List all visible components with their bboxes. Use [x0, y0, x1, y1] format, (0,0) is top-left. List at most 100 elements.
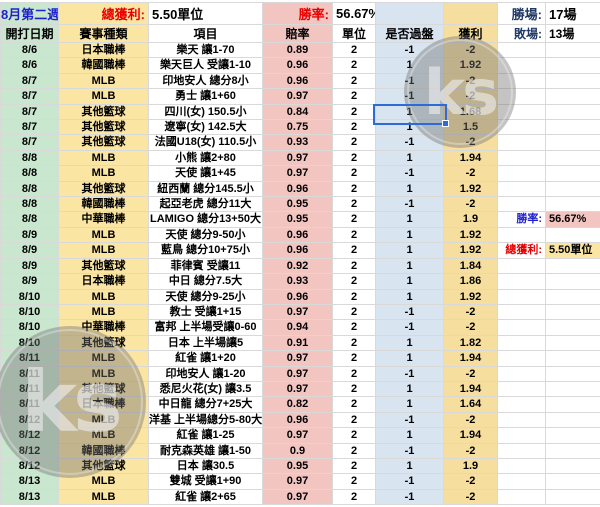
cell-date[interactable]: 8/7 — [0, 119, 59, 136]
cell-cover[interactable]: -1 — [375, 134, 444, 151]
empty-cell[interactable] — [497, 180, 546, 198]
empty-cell[interactable] — [497, 396, 546, 413]
cell-odds[interactable]: 0.97 — [262, 149, 333, 167]
cell-date[interactable]: 8/9 — [0, 226, 59, 244]
cell-units[interactable]: 2 — [332, 473, 376, 490]
cell-date[interactable]: 8/10 — [0, 334, 59, 352]
empty-cell[interactable] — [545, 411, 600, 429]
empty-cell[interactable] — [545, 149, 600, 167]
cell-profit[interactable]: 1.94 — [443, 149, 498, 167]
empty-cell[interactable] — [545, 180, 600, 198]
cell-item[interactable]: 印地安人 總分8小 — [148, 72, 263, 90]
cell-profit[interactable]: 1.92 — [443, 180, 498, 198]
cell-item[interactable]: 紐西蘭 總分145.5小 — [148, 180, 263, 198]
cell-cover[interactable]: 1 — [375, 334, 444, 352]
side-win-rate-label[interactable]: 勝率: — [497, 211, 546, 228]
cell-league[interactable]: MLB — [58, 149, 149, 167]
cell-cover[interactable]: 1 — [375, 288, 444, 305]
cell-cover[interactable]: -1 — [375, 411, 444, 429]
cell-league[interactable]: 其他籃球 — [58, 103, 149, 121]
cell-units[interactable]: 2 — [332, 350, 376, 367]
cell-item[interactable]: 四川(女) 150.5小 — [148, 103, 263, 121]
empty-cell[interactable] — [497, 57, 546, 74]
cell-date[interactable]: 8/7 — [0, 134, 59, 151]
cell-odds[interactable]: 0.93 — [262, 134, 333, 151]
cell-odds[interactable]: 0.97 — [262, 165, 333, 182]
cell-item[interactable]: 日本 上半場讓5 — [148, 334, 263, 352]
empty-cell[interactable] — [545, 134, 600, 151]
empty-cell[interactable] — [497, 119, 546, 136]
empty-cell[interactable] — [497, 365, 546, 382]
cell-units[interactable]: 2 — [332, 442, 376, 459]
cell-odds[interactable]: 0.94 — [262, 319, 333, 336]
cell-date[interactable]: 8/10 — [0, 303, 59, 321]
cell-odds[interactable]: 0.96 — [262, 288, 333, 305]
cell-date[interactable]: 8/12 — [0, 411, 59, 429]
cell-units[interactable]: 2 — [332, 165, 376, 182]
cell-item[interactable]: 印地安人 讓1-20 — [148, 365, 263, 382]
cell-cover[interactable]: 1 — [375, 396, 444, 413]
empty-cell[interactable] — [545, 442, 600, 459]
cell-item[interactable]: 樂天巨人 受讓1-10 — [148, 57, 263, 74]
empty-cell[interactable] — [375, 2, 444, 25]
cell-date[interactable]: 8/6 — [0, 57, 59, 74]
cell-cover[interactable]: -1 — [375, 88, 444, 105]
cell-units[interactable]: 2 — [332, 488, 376, 506]
cell-date[interactable]: 8/8 — [0, 180, 59, 198]
cell-odds[interactable]: 0.82 — [262, 396, 333, 413]
cell-profit[interactable]: 1.92 — [443, 57, 498, 74]
cell-league[interactable]: 中華職棒 — [58, 211, 149, 228]
cell-profit[interactable]: -2 — [443, 319, 498, 336]
cell-profit[interactable]: -2 — [443, 134, 498, 151]
cell-units[interactable]: 2 — [332, 134, 376, 151]
cell-profit[interactable]: 1.9 — [443, 457, 498, 475]
cell-profit[interactable]: 1.5 — [443, 119, 498, 136]
cell-profit[interactable]: -2 — [443, 488, 498, 506]
cell-item[interactable]: 耐克森英雄 讓1-50 — [148, 442, 263, 459]
cell-date[interactable]: 8/11 — [0, 350, 59, 367]
wins-value-cell[interactable]: 17場 — [545, 2, 600, 25]
cell-item[interactable]: 起亞老虎 總分11大 — [148, 196, 263, 213]
cell-item[interactable]: 雙城 受讓1+90 — [148, 473, 263, 490]
cell-profit[interactable]: 1.64 — [443, 396, 498, 413]
cell-league[interactable]: MLB — [58, 488, 149, 506]
cell-date[interactable]: 8/8 — [0, 149, 59, 167]
empty-cell[interactable] — [497, 334, 546, 352]
cell-odds[interactable]: 0.97 — [262, 365, 333, 382]
cell-date[interactable]: 8/11 — [0, 380, 59, 398]
cell-item[interactable]: 富邦 上半場受讓0-60 — [148, 319, 263, 336]
cell-item[interactable]: 悉尼火花(女) 讓3.5 — [148, 380, 263, 398]
empty-cell[interactable] — [545, 427, 600, 444]
side-total-profit-label[interactable]: 總獲利: — [497, 242, 546, 259]
cell-league[interactable]: MLB — [58, 242, 149, 259]
cell-cover[interactable]: 1 — [375, 211, 444, 228]
cell-odds[interactable]: 0.97 — [262, 427, 333, 444]
total-profit-label-cell[interactable]: 總獲利: — [58, 2, 149, 25]
cell-league[interactable]: 其他籃球 — [58, 257, 149, 275]
cell-cover[interactable]: 1 — [375, 350, 444, 367]
cell-units[interactable]: 2 — [332, 303, 376, 321]
cell-cover[interactable]: 1 — [375, 242, 444, 259]
empty-cell[interactable] — [545, 226, 600, 244]
cell-units[interactable]: 2 — [332, 180, 376, 198]
cell-profit[interactable]: -2 — [443, 411, 498, 429]
empty-cell[interactable] — [497, 88, 546, 105]
empty-cell[interactable] — [497, 257, 546, 275]
cell-league[interactable]: 其他籃球 — [58, 457, 149, 475]
empty-cell[interactable] — [545, 273, 600, 290]
cell-item[interactable]: 中日 總分7.5大 — [148, 273, 263, 290]
cell-cover[interactable]: 1 — [375, 119, 444, 136]
cell-profit[interactable]: 1.94 — [443, 380, 498, 398]
empty-cell[interactable] — [545, 41, 600, 59]
empty-cell[interactable] — [497, 134, 546, 151]
cell-league[interactable]: 中華職棒 — [58, 319, 149, 336]
cell-item[interactable]: 菲律賓 受讓11 — [148, 257, 263, 275]
empty-cell[interactable] — [497, 473, 546, 490]
cell-profit[interactable]: 1.84 — [443, 257, 498, 275]
empty-cell[interactable] — [545, 396, 600, 413]
header-odds[interactable]: 賠率 — [262, 24, 333, 43]
empty-cell[interactable] — [545, 288, 600, 305]
cell-cover[interactable]: 1 — [375, 180, 444, 198]
header-cover[interactable]: 是否過盤 — [375, 24, 444, 43]
cell-item[interactable]: 藍鳥 總分10+75小 — [148, 242, 263, 259]
